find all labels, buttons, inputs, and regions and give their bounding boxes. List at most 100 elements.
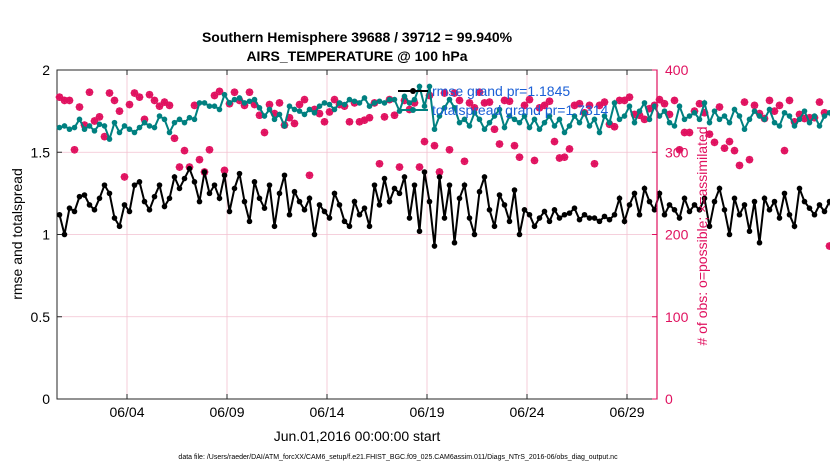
rmse-point [796, 185, 803, 192]
rmse-point [351, 198, 358, 205]
totalspread-point [796, 116, 803, 123]
obs-assimilated-marker [520, 101, 529, 110]
obs-assimilated-marker [740, 98, 749, 106]
totalspread-point [826, 109, 830, 116]
rmse-point [496, 192, 503, 198]
rmse-point [106, 190, 113, 197]
rmse-point [121, 202, 128, 208]
x-tick-label: 06/04 [109, 404, 144, 420]
rmse-point [621, 218, 628, 225]
rmse-point [251, 179, 258, 185]
rmse-point [611, 211, 618, 218]
x-tick-label: 06/14 [309, 404, 344, 420]
totalspread-point [446, 96, 453, 103]
rmse-point [606, 216, 613, 223]
totalspread-point [61, 123, 68, 129]
totalspread-point [806, 119, 813, 126]
obs-assimilated-marker [120, 173, 129, 181]
rmse-point [436, 174, 443, 180]
obs-assimilated-marker [770, 107, 779, 115]
obs-assimilated-marker [715, 103, 724, 111]
rmse-point [386, 198, 393, 205]
rmse-point [581, 211, 588, 218]
totalspread-point [631, 119, 638, 126]
totalspread-point [821, 113, 828, 119]
rmse-point [731, 195, 738, 202]
obs-assimilated-marker [660, 99, 669, 108]
totalspread-point [81, 126, 88, 133]
obs-assimilated-marker [765, 96, 774, 105]
rmse-point [751, 198, 758, 205]
totalspread-point [191, 116, 198, 123]
rmse-point [276, 190, 283, 197]
obs-assimilated-marker [470, 104, 479, 112]
y-left-tick-label: 0.5 [31, 309, 51, 325]
rmse-point [481, 174, 488, 180]
totalspread-point [216, 106, 223, 113]
x-tick-label: 06/19 [409, 404, 444, 420]
totalspread-point [406, 100, 413, 106]
rmse-point [441, 215, 448, 221]
obs-assimilated-marker [720, 144, 729, 152]
y-right-tick-label: 300 [665, 144, 689, 160]
rmse-point [816, 202, 823, 208]
totalspread-point [251, 96, 258, 103]
totalspread-point [506, 113, 513, 119]
rmse-point [781, 190, 788, 197]
rmse-point [341, 218, 348, 225]
obs-assimilated-marker [105, 89, 114, 97]
rmse-point [176, 185, 183, 192]
totalspread-point [801, 108, 808, 114]
obs-assimilated-marker [735, 161, 744, 170]
obs-assimilated-marker [260, 128, 269, 137]
obs-assimilated-marker [395, 163, 404, 171]
totalspread-point [326, 101, 333, 108]
totalspread-point [91, 128, 98, 134]
rmse-point [361, 205, 368, 211]
obs-assimilated-marker [525, 95, 534, 104]
totalspread-point [276, 111, 283, 118]
obs-assimilated-marker [670, 96, 679, 105]
rmse-point [531, 223, 538, 230]
chart-title-line1: Southern Hemisphere 39688 / 39712 = 99.9… [202, 29, 513, 45]
totalspread-point [766, 106, 773, 113]
obs-assimilated-marker [450, 89, 459, 97]
totalspread-point [206, 103, 213, 109]
obs-assimilated-marker [455, 96, 464, 105]
rmse-point [446, 182, 453, 188]
obs-assimilated-marker [585, 101, 594, 110]
rmse-point [656, 190, 663, 197]
totalspread-point [546, 113, 553, 119]
totalspread-point [66, 126, 73, 133]
y-axis-right-label: # of obs: o=possible; ×=assimilated [694, 126, 710, 345]
totalspread-point [231, 96, 238, 103]
x-tick-label: 06/24 [509, 404, 544, 420]
totalspread-point [671, 123, 678, 129]
totalspread-point [521, 113, 528, 119]
totalspread-point [751, 108, 758, 114]
rmse-point [491, 223, 498, 230]
totalspread-point [466, 123, 473, 129]
rmse-point [191, 179, 198, 185]
obs-assimilated-marker [390, 111, 399, 120]
totalspread-point [581, 109, 588, 116]
rmse-point [61, 231, 68, 238]
totalspread-point [331, 106, 338, 113]
rmse-point [671, 207, 678, 213]
legend-totalspread-label: totalspread grand pr=1.7314 [432, 102, 609, 118]
y-left-tick-label: 1 [42, 227, 50, 243]
rmse-point [101, 182, 108, 188]
totalspread-point [286, 103, 293, 109]
rmse-point [566, 210, 573, 216]
obs-assimilated-marker [725, 137, 734, 146]
rmse-point [181, 175, 188, 182]
totalspread-point [346, 96, 353, 103]
totalspread-point [146, 123, 153, 129]
obs-assimilated-marker [190, 101, 199, 110]
rmse-point [551, 207, 558, 213]
totalspread-point [456, 119, 463, 126]
legend-totalspread-marker [410, 107, 416, 113]
totalspread-point [296, 108, 303, 114]
totalspread-point [651, 103, 658, 109]
rmse-point [301, 207, 308, 213]
